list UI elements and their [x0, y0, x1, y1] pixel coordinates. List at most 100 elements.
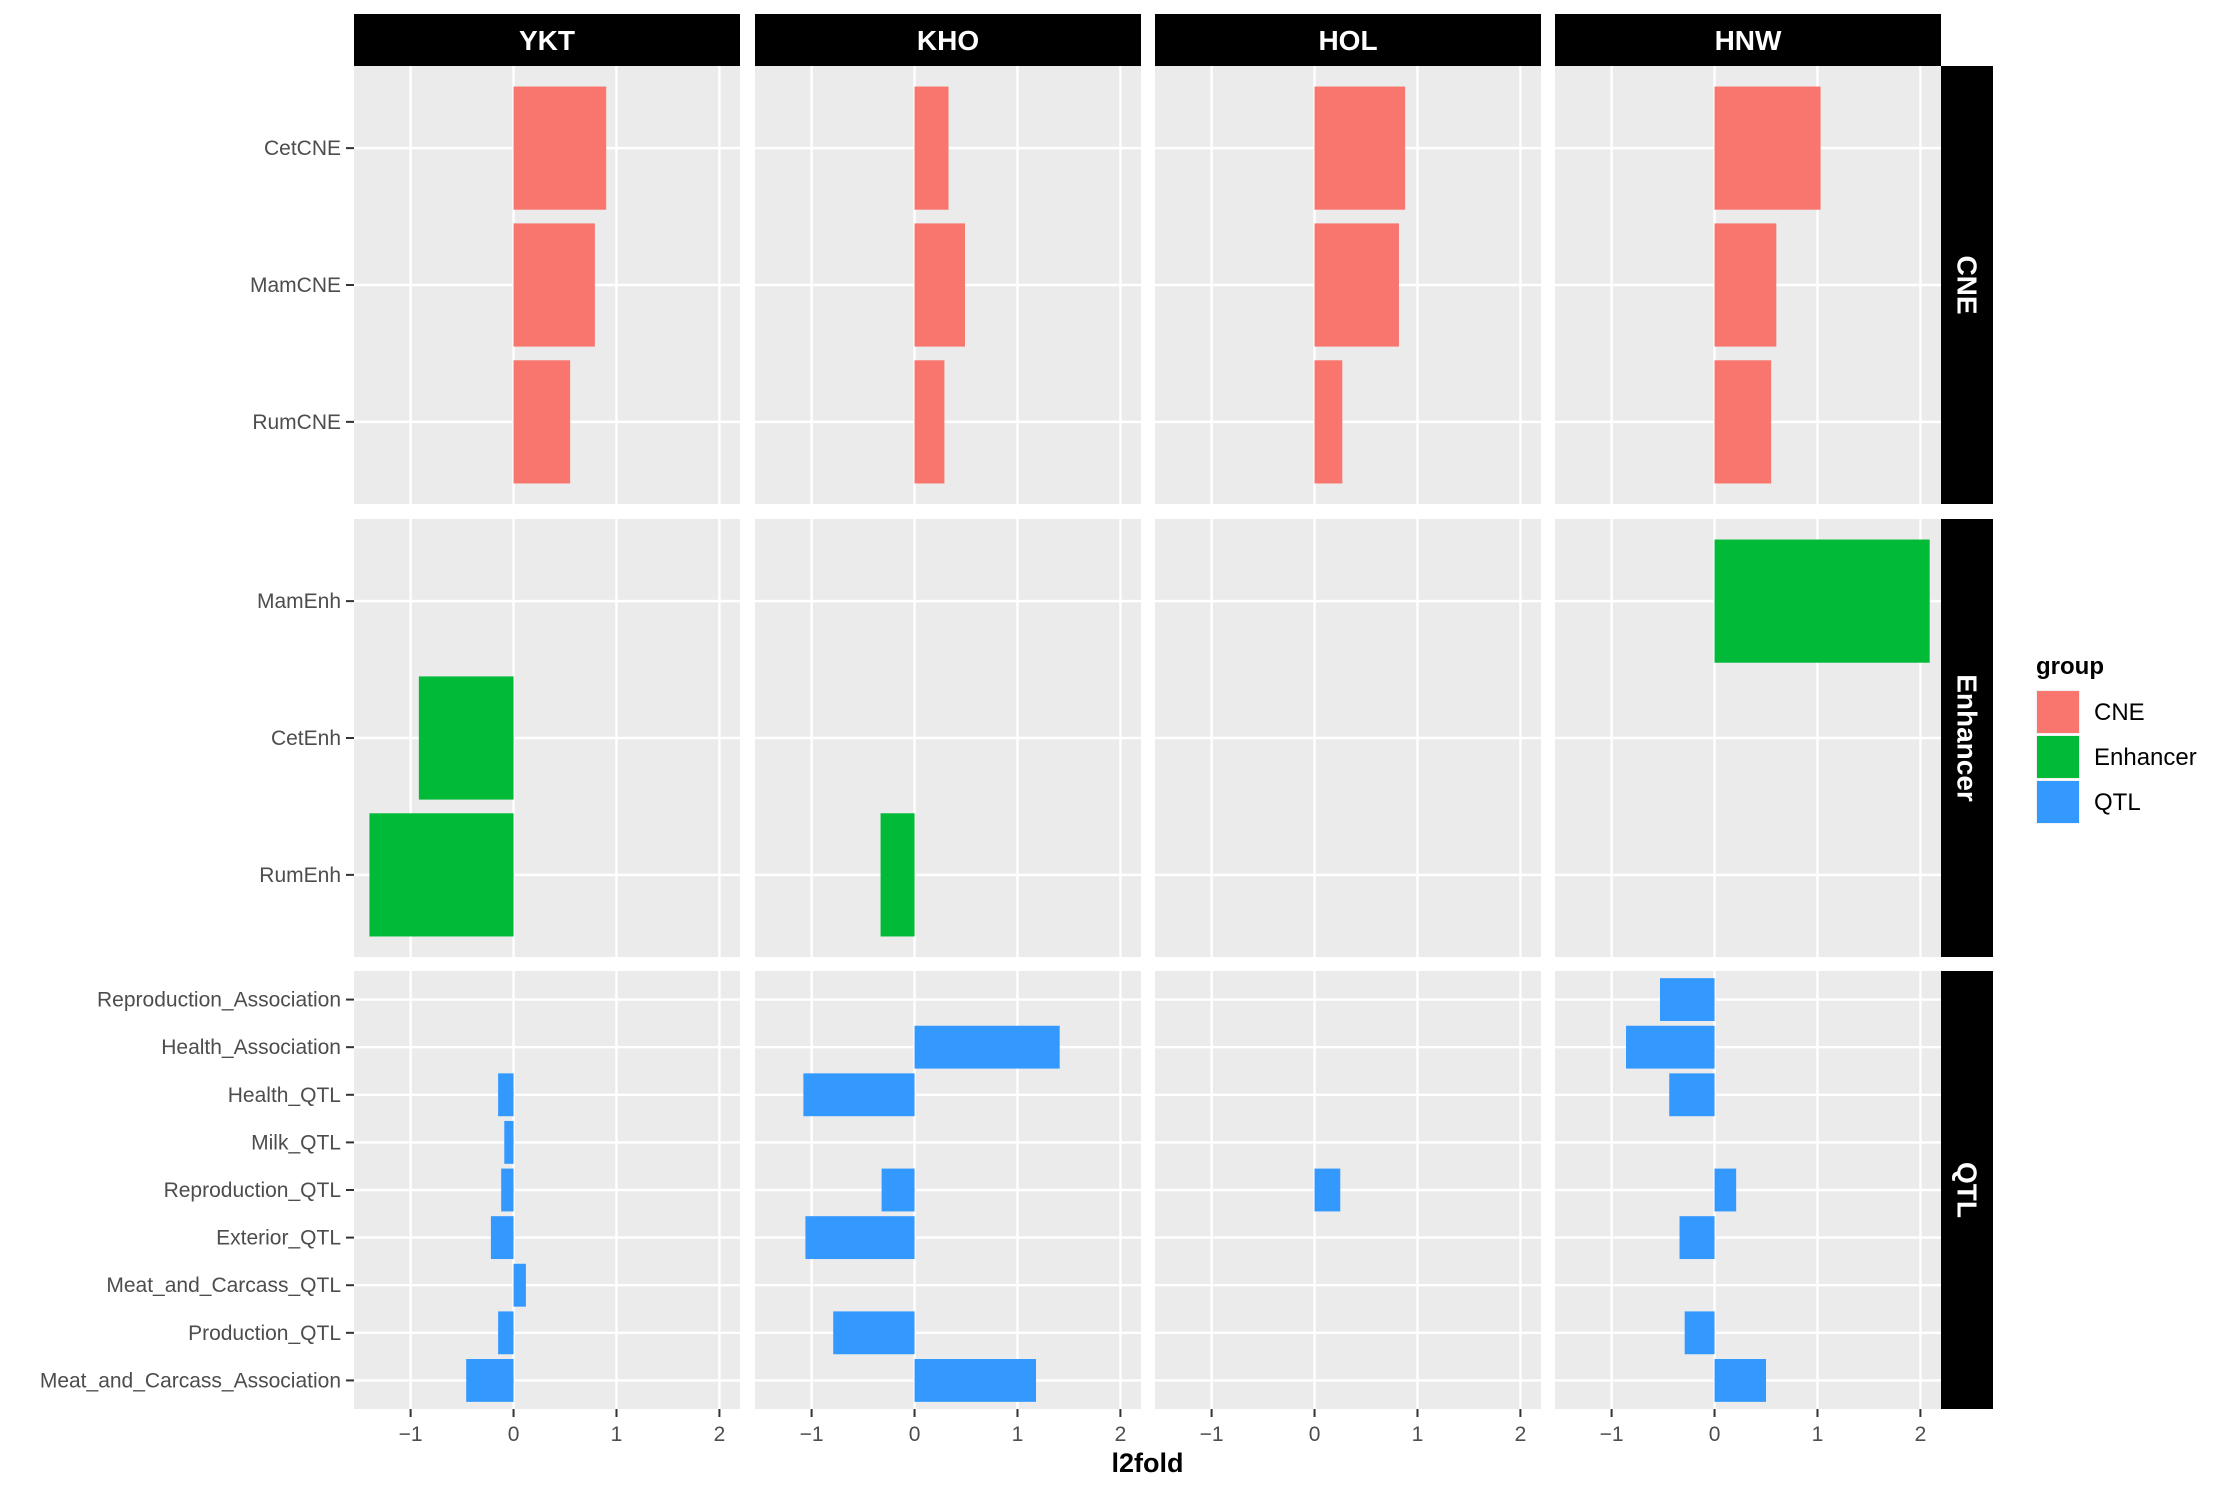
bar-kho-exterior-qtl — [805, 1216, 915, 1260]
bar-kho-rumenh — [880, 813, 915, 937]
bar-hol-rumcne — [1314, 360, 1343, 484]
panel-ykt-qtl — [354, 971, 740, 1409]
y-tick-label-reproduction-association: Reproduction_Association — [97, 989, 341, 1012]
bar-hnw-meat-and-carcass-association — [1714, 1359, 1767, 1402]
legend-label-qtl: QTL — [2094, 789, 2141, 816]
panel-hnw-cne — [1555, 66, 1941, 504]
bar-hnw-mamenh — [1714, 539, 1930, 663]
panel-hnw-qtl — [1555, 971, 1941, 1409]
y-tick-label-health-association: Health_Association — [161, 1036, 341, 1059]
legend-swatch-cne — [2037, 691, 2079, 733]
strip-hnw — [1555, 14, 1941, 66]
x-tick-label: 2 — [1115, 1423, 1127, 1446]
row-strip-label-enhancer: Enhancer — [1952, 674, 1983, 802]
bar-kho-production-qtl — [833, 1311, 915, 1355]
legend-swatch-enhancer — [2037, 736, 2079, 778]
row-strip-label-qtl: QTL — [1952, 1162, 1983, 1218]
legend-title: group — [2036, 653, 2104, 680]
bar-kho-rumcne — [914, 360, 945, 484]
strip-label-kho: KHO — [917, 25, 979, 56]
bar-ykt-health-qtl — [498, 1073, 514, 1117]
x-tick-label: 0 — [909, 1423, 921, 1446]
x-tick-label: −1 — [1600, 1423, 1624, 1446]
y-tick-label-health-qtl: Health_QTL — [228, 1084, 341, 1107]
bar-hnw-production-qtl — [1684, 1311, 1715, 1355]
x-tick-label: 2 — [1915, 1423, 1927, 1446]
x-tick-label: 0 — [1709, 1423, 1721, 1446]
y-tick-label-meat-and-carcass-qtl: Meat_and_Carcass_QTL — [106, 1274, 341, 1297]
y-tick-label-production-qtl: Production_QTL — [188, 1322, 341, 1345]
bar-hnw-health-association — [1626, 1025, 1715, 1069]
y-tick-label-exterior-qtl: Exterior_QTL — [216, 1227, 341, 1250]
x-axis-title: l2fold — [1112, 1448, 1184, 1478]
legend-label-cne: CNE — [2094, 699, 2145, 726]
x-tick-label: −1 — [1200, 1423, 1224, 1446]
y-tick-label-cetenh: CetEnh — [271, 727, 341, 750]
y-tick-label-meat-and-carcass-association: Meat_and_Carcass_Association — [40, 1369, 341, 1392]
row-strip-enhancer — [1941, 519, 1993, 957]
bar-ykt-meat-and-carcass-qtl — [513, 1263, 526, 1307]
bar-hnw-rumcne — [1714, 360, 1772, 484]
x-tick-label: 0 — [1309, 1423, 1321, 1446]
bar-kho-health-association — [914, 1025, 1060, 1069]
bar-hol-mamcne — [1314, 223, 1399, 347]
panel-hol-qtl — [1155, 971, 1541, 1409]
panel-kho-qtl — [755, 971, 1141, 1409]
bar-kho-cetcne — [914, 86, 949, 210]
bar-ykt-reproduction-qtl — [501, 1168, 514, 1212]
bar-kho-reproduction-qtl — [881, 1168, 915, 1212]
bar-hnw-reproduction-qtl — [1714, 1168, 1737, 1212]
panel-kho-enhancer — [755, 519, 1141, 957]
x-tick-label: 1 — [1412, 1423, 1424, 1446]
bar-hol-cetcne — [1314, 86, 1406, 210]
x-tick-label: 0 — [508, 1423, 520, 1446]
x-tick-label: 1 — [1012, 1423, 1024, 1446]
x-tick-label: 1 — [1812, 1423, 1824, 1446]
bar-kho-mamcne — [914, 223, 965, 347]
panel-ykt-cne — [354, 66, 740, 504]
bar-ykt-rumenh — [369, 813, 514, 937]
panel-hol-enhancer — [1155, 519, 1541, 957]
panel-kho-cne — [755, 66, 1141, 504]
legend-item-cne: CNE — [2036, 690, 2145, 734]
strip-hol — [1155, 14, 1541, 66]
panel-hol-cne — [1155, 66, 1541, 504]
bar-ykt-cetenh — [418, 676, 514, 800]
bar-hol-reproduction-qtl — [1314, 1168, 1341, 1212]
x-tick-label: 2 — [714, 1423, 726, 1446]
strip-kho — [755, 14, 1141, 66]
panel-hnw-enhancer — [1555, 519, 1941, 957]
row-strip-label-cne: CNE — [1952, 255, 1983, 314]
strip-label-ykt: YKT — [519, 25, 575, 56]
legend-label-enhancer: Enhancer — [2094, 744, 2197, 771]
legend-swatch-qtl — [2037, 781, 2079, 823]
bar-kho-meat-and-carcass-association — [914, 1359, 1037, 1402]
x-tick-label: −1 — [399, 1423, 423, 1446]
bar-ykt-mamcne — [513, 223, 595, 347]
y-tick-label-rumcne: RumCNE — [252, 411, 341, 434]
x-tick-label: −1 — [800, 1423, 824, 1446]
panel-ykt-enhancer — [354, 519, 740, 957]
bar-ykt-production-qtl — [498, 1311, 514, 1355]
legend-item-qtl: QTL — [2036, 780, 2141, 824]
bar-ykt-exterior-qtl — [490, 1216, 514, 1260]
bar-ykt-rumcne — [513, 360, 571, 484]
bar-hnw-health-qtl — [1669, 1073, 1715, 1117]
bar-hnw-reproduction-association — [1659, 978, 1715, 1021]
bar-ykt-cetcne — [513, 86, 607, 210]
bar-ykt-milk-qtl — [504, 1120, 514, 1164]
bar-hnw-cetcne — [1714, 86, 1821, 210]
y-tick-label-rumenh: RumEnh — [259, 864, 341, 887]
strip-ykt — [354, 14, 740, 66]
y-tick-label-reproduction-qtl: Reproduction_QTL — [164, 1179, 341, 1202]
legend-item-enhancer: Enhancer — [2036, 735, 2197, 779]
row-strip-cne — [1941, 66, 1993, 504]
strip-label-hnw: HNW — [1715, 25, 1782, 56]
y-tick-label-cetcne: CetCNE — [264, 137, 341, 160]
strip-label-hol: HOL — [1318, 25, 1377, 56]
bar-hnw-mamcne — [1714, 223, 1777, 347]
bar-hnw-exterior-qtl — [1679, 1216, 1715, 1260]
bar-ykt-meat-and-carcass-association — [466, 1359, 514, 1402]
bar-kho-health-qtl — [803, 1073, 915, 1117]
